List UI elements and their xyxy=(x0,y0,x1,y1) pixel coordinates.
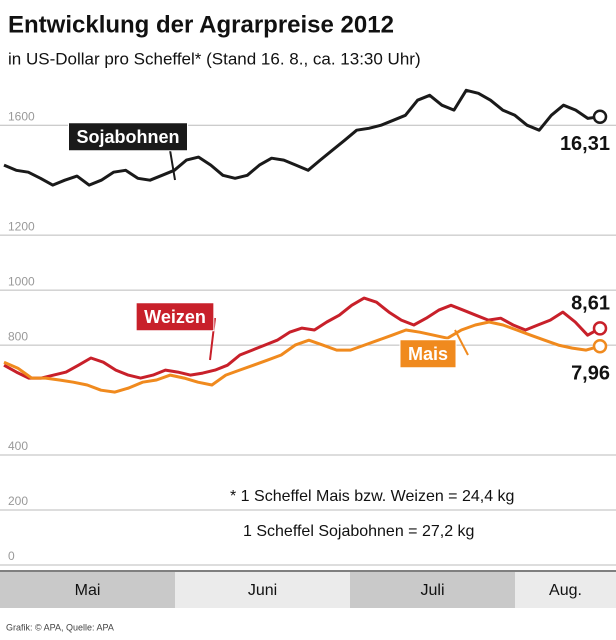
x-tick-label: Juli xyxy=(420,582,444,599)
legend-label: Mais xyxy=(408,344,448,364)
line xyxy=(3,88,601,187)
end-point xyxy=(592,321,608,336)
end-point xyxy=(592,338,608,354)
legend-box xyxy=(68,122,188,152)
y-tick-label: 1200 xyxy=(8,219,35,233)
chart-subtitle: in US-Dollar pro Scheffel* (Stand 16. 8.… xyxy=(8,49,421,68)
month-band xyxy=(515,572,616,608)
line xyxy=(3,320,601,394)
y-tick-label: 400 xyxy=(8,439,28,453)
footnote: 1 Scheffel Sojabohnen = 27,2 kg xyxy=(243,523,474,540)
x-tick-label: Aug. xyxy=(549,582,582,599)
x-tick-label: Mai xyxy=(75,582,101,599)
legend-label: Weizen xyxy=(144,307,206,327)
value-label: 8,61 xyxy=(571,293,610,315)
line xyxy=(3,296,601,380)
y-tick-label: 1000 xyxy=(8,274,35,288)
y-tick-label: 200 xyxy=(8,494,28,508)
legend-item: Mais xyxy=(399,339,457,369)
legend-label: Sojabohnen xyxy=(77,127,180,147)
y-tick-label: 800 xyxy=(8,329,28,343)
end-point xyxy=(592,109,608,124)
legend-box xyxy=(399,339,457,369)
legend-box xyxy=(135,302,215,332)
value-label: 7,96 xyxy=(571,362,610,384)
month-band xyxy=(0,572,175,608)
source: Grafik: © APA, Quelle: APA xyxy=(6,622,114,632)
footnote: * 1 Scheffel Mais bzw. Weizen = 24,4 kg xyxy=(230,488,514,505)
y-tick-label: 1600 xyxy=(8,109,35,123)
pointer xyxy=(454,329,469,356)
legend-item: Weizen xyxy=(135,302,215,332)
x-tick-label: Juni xyxy=(248,582,277,599)
value-label: 16,31 xyxy=(560,133,610,155)
chart-title: Entwicklung der Agrarpreise 2012 xyxy=(8,11,394,38)
legend-item: Sojabohnen xyxy=(68,122,188,152)
month-band xyxy=(350,572,515,608)
y-tick-label: 0 xyxy=(8,549,15,563)
month-band xyxy=(175,572,350,608)
